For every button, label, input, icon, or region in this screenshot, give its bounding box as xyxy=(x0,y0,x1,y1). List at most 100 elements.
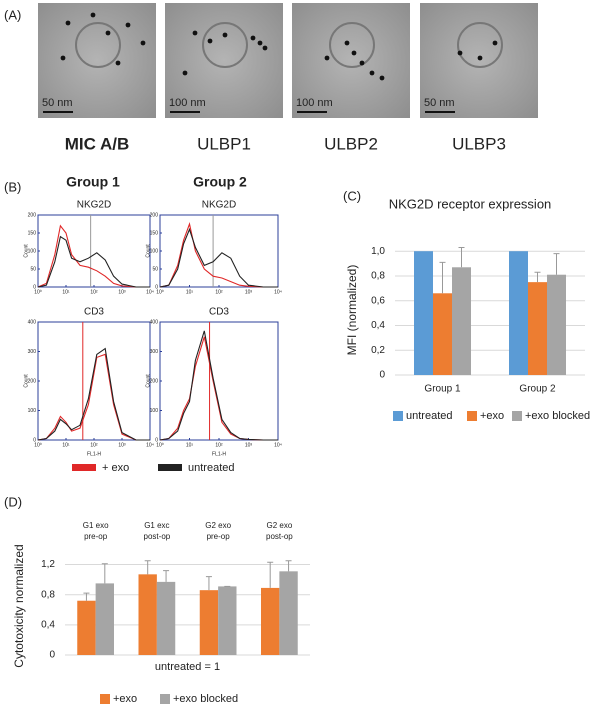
gold-particle xyxy=(192,30,198,36)
error-bar xyxy=(439,261,446,294)
y-tick-label: 0,8 xyxy=(41,589,55,600)
gold-particle xyxy=(125,22,131,28)
legend-label: +exo xyxy=(480,410,504,422)
group-header: Group 1 xyxy=(66,174,120,190)
category-label: G1 exc post-op xyxy=(143,521,171,541)
error-bar xyxy=(285,560,292,572)
gold-particle xyxy=(359,60,365,66)
bar xyxy=(156,581,176,655)
plot-frame xyxy=(159,321,279,441)
y-tick-label: 50 xyxy=(30,266,36,272)
y-axis-label: Count xyxy=(23,374,29,388)
gold-particle xyxy=(140,40,146,46)
x-tick-label: 10⁰ xyxy=(156,442,164,448)
x-tick-label: 10¹ xyxy=(186,442,194,448)
scale-label: 50 nm xyxy=(424,97,455,109)
error-bar xyxy=(205,576,212,591)
image-label: ULBP3 xyxy=(452,134,506,153)
error-bar xyxy=(144,560,151,575)
x-tick-label: 10⁰ xyxy=(34,442,42,448)
y-axis-label: MFI (normalized) xyxy=(345,265,359,356)
legend-label: + exo xyxy=(102,462,129,474)
bar xyxy=(218,586,237,655)
panel-label: (D) xyxy=(4,494,22,509)
y-tick-label: 0 xyxy=(155,437,158,443)
chart-title: NKG2D receptor expression xyxy=(389,196,552,211)
y-tick-label: 400 xyxy=(28,319,37,325)
histogram-curve xyxy=(37,235,150,288)
x-tick-label: 10¹ xyxy=(62,442,70,448)
y-tick-label: 0,2 xyxy=(371,345,385,356)
error-bar xyxy=(101,563,108,584)
gold-particle xyxy=(257,40,263,46)
y-tick-label: 0 xyxy=(49,650,55,661)
error-bar xyxy=(458,246,465,268)
legend-swatch xyxy=(100,694,110,704)
legend-label: +exo xyxy=(113,693,137,705)
plot-title: NKG2D xyxy=(202,200,236,211)
y-tick-label: 300 xyxy=(28,349,37,355)
plot-frame xyxy=(37,214,151,288)
category-label: G2 exo post-op xyxy=(266,521,293,541)
panel-label: (A) xyxy=(4,7,21,22)
bar xyxy=(509,251,528,375)
histogram-curve xyxy=(159,222,278,288)
plot-title: CD3 xyxy=(209,307,229,318)
legend-swatch xyxy=(160,694,170,704)
bar xyxy=(433,293,452,375)
y-tick-label: 200 xyxy=(28,378,37,384)
gold-particle xyxy=(65,20,71,26)
image-label: ULBP2 xyxy=(324,134,378,153)
y-tick-label: 200 xyxy=(150,212,159,218)
error-bar xyxy=(553,253,560,275)
category-label: G1 exo pre-op xyxy=(82,521,109,541)
x-tick-label: 10² xyxy=(215,289,223,295)
gold-particle xyxy=(182,70,188,76)
gold-particle xyxy=(90,12,96,18)
x-tick-label: 10³ xyxy=(245,442,253,448)
x-axis-label: FL1-H xyxy=(212,451,226,457)
gold-particle xyxy=(222,32,228,38)
y-tick-label: 1,2 xyxy=(41,559,55,570)
legend-swatch xyxy=(467,411,477,421)
x-tick-label: 10⁴ xyxy=(146,442,154,448)
histogram-curve xyxy=(159,227,278,288)
x-tick-label: 10² xyxy=(90,289,98,295)
gold-particle xyxy=(344,40,350,46)
y-tick-label: 100 xyxy=(28,248,37,254)
gold-particle xyxy=(492,40,498,46)
y-tick-label: 0,4 xyxy=(371,320,385,331)
x-tick-label: 10¹ xyxy=(62,289,70,295)
legend-swatch xyxy=(72,464,96,471)
x-tick-label: 10⁴ xyxy=(146,289,154,295)
histogram-curve xyxy=(37,347,150,441)
y-tick-label: 400 xyxy=(150,319,159,325)
y-axis-label: Count xyxy=(145,244,151,258)
x-tick-label: Group 1 xyxy=(424,384,461,395)
x-axis-label: FL1-H xyxy=(87,451,101,457)
bar xyxy=(528,282,547,375)
error-bar xyxy=(163,570,170,582)
histogram-curve xyxy=(37,224,150,288)
legend-label: +exo blocked xyxy=(525,410,590,422)
bar xyxy=(261,587,280,655)
legend-label: untreated xyxy=(188,462,234,474)
y-tick-label: 0 xyxy=(155,284,158,290)
x-tick-label: 10³ xyxy=(245,289,253,295)
x-tick-label: 10¹ xyxy=(186,289,194,295)
y-tick-label: 150 xyxy=(150,230,159,236)
y-tick-label: 0 xyxy=(33,437,36,443)
y-tick-label: 200 xyxy=(28,212,37,218)
y-tick-label: 0,4 xyxy=(41,619,55,630)
y-tick-label: 100 xyxy=(28,408,37,414)
y-axis-label: Cytotoxicity normalized xyxy=(12,544,26,667)
panel-label: (B) xyxy=(4,179,21,194)
error-bar xyxy=(534,271,541,283)
image-label: ULBP1 xyxy=(197,134,251,153)
gold-particle xyxy=(262,45,268,51)
legend-swatch xyxy=(512,411,522,421)
gold-particle xyxy=(207,38,213,44)
gold-particle xyxy=(457,50,463,56)
